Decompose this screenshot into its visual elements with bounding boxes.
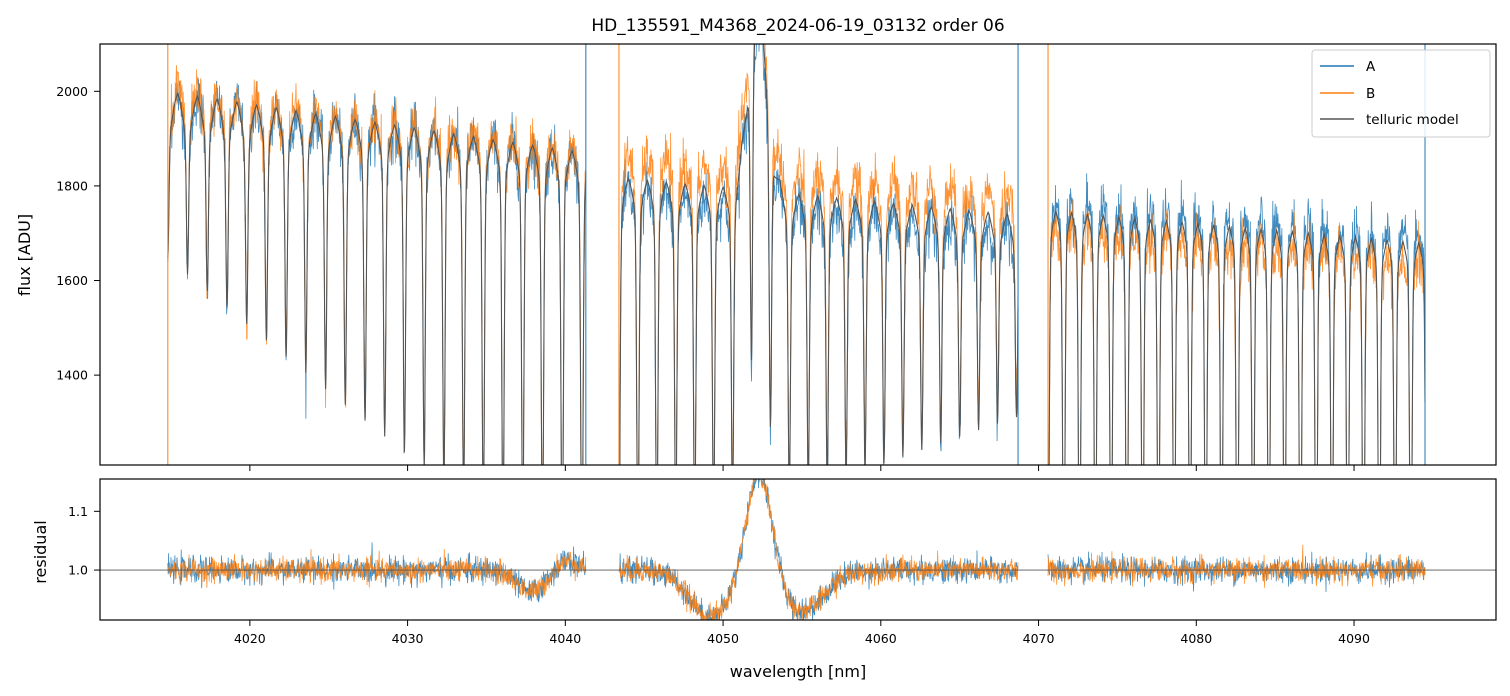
residual-series-b-segment xyxy=(618,479,1019,620)
residual-y-ticks: 1.0 1.1 xyxy=(68,504,100,578)
spectrum-x-ticks xyxy=(249,465,1355,471)
spectrum-series-telluric-model-segment xyxy=(1048,209,1426,465)
legend: A B telluric model xyxy=(1311,49,1491,138)
chart-title: HD_135591_M4368_2024-06-19_03132 order 0… xyxy=(591,16,1004,36)
spectrum-y-axis-label: flux [ADU] xyxy=(15,214,34,296)
residual-x-tick-label: 4080 xyxy=(1180,631,1212,646)
residual-x-tick-label: 4090 xyxy=(1338,631,1370,646)
residual-x-tick-label: 4070 xyxy=(1023,631,1055,646)
residual-x-tick-label: 4060 xyxy=(865,631,897,646)
spectrum-series-telluric-model-segment xyxy=(167,91,587,465)
spectrum-y-tick-label: 1400 xyxy=(56,368,88,383)
x-axis-label: wavelength [nm] xyxy=(730,662,867,681)
residual-x-tick-label: 4020 xyxy=(234,631,266,646)
spectrum-plot-area xyxy=(167,44,1426,465)
residual-x-tick-label: 4030 xyxy=(392,631,424,646)
residual-series-b-segment xyxy=(1047,544,1426,588)
residual-x-ticks: 4020 4030 4040 4050 4060 4070 4080 4090 xyxy=(234,620,1370,646)
spectrum-y-tick-label: 1600 xyxy=(56,273,88,288)
residual-y-tick-label: 1.0 xyxy=(68,563,88,578)
residual-axes-frame xyxy=(99,478,1497,621)
residual-plot-area xyxy=(100,479,1496,620)
residual-y-tick-label: 1.1 xyxy=(68,504,88,519)
residual-x-tick-label: 4040 xyxy=(549,631,581,646)
spectrum-series-a-segment xyxy=(619,44,1019,465)
legend-box xyxy=(1311,49,1491,138)
spectrum-y-tick-label: 2000 xyxy=(56,84,88,99)
residual-panel: 1.01.1 4020 4030 4040 4050 4060 4070 4080 4090 … xyxy=(31,478,1497,681)
legend-label-telluric: telluric model xyxy=(1366,112,1459,128)
legend-label-a: A xyxy=(1366,59,1376,75)
spectrum-panel: 1400 1600 1800 2000 flux [ADU] A B telluric… xyxy=(15,43,1497,471)
spectrum-series-b-segment xyxy=(167,65,587,465)
residual-series-a-segment xyxy=(619,479,1019,620)
spectrum-y-ticks: 1400 1600 1800 2000 xyxy=(56,84,100,383)
spectrum-series-telluric-model-segment xyxy=(619,44,1019,465)
spectrum-axes-frame xyxy=(99,43,1497,466)
residual-y-axis-label: residual xyxy=(31,520,50,583)
residual-x-tick-label: 4050 xyxy=(707,631,739,646)
legend-label-b: B xyxy=(1366,86,1375,102)
spectrum-series-a-segment xyxy=(167,78,587,465)
spectrum-y-tick-label: 1800 xyxy=(56,178,88,193)
spectrum-series-b-segment xyxy=(1048,200,1426,465)
